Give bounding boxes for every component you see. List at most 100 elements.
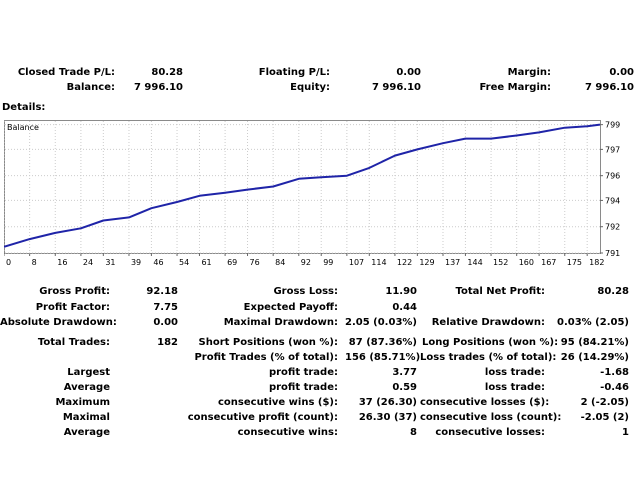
largest-label: Largest xyxy=(67,367,110,378)
chart-x-tick-label: 54 xyxy=(179,258,189,266)
chart-plot-area xyxy=(4,120,601,254)
chart-x-tick-label: 39 xyxy=(131,258,141,266)
max-consecutive-wins-value: 37 (26.30) xyxy=(358,397,417,408)
maximal-consecutive-loss-label: consecutive loss (count): xyxy=(420,412,562,423)
chart-x-tick-label: 129 xyxy=(419,258,434,266)
equity-value: 7 996.10 xyxy=(371,82,421,93)
margin-value: 0.00 xyxy=(609,67,634,78)
balance-chart-svg: 0 8 16 24 31 39 46 54 61 69 76 84 92 99 107 114 122 129 13… xyxy=(3,120,625,267)
chart-x-tick-label: 24 xyxy=(83,258,93,266)
maximal-drawdown-value: 2.05 (0.03%) xyxy=(345,317,417,328)
chart-y-tick-label: 7995 xyxy=(605,121,620,130)
balance-chart: 0 8 16 24 31 39 46 54 61 69 76 84 92 99 107 114 122 129 13… xyxy=(3,120,625,267)
chart-x-tick-label: 0 xyxy=(6,258,11,266)
balance-label: Balance: xyxy=(66,82,115,93)
average-profit-value: 0.59 xyxy=(392,382,417,393)
avg-consecutive-losses-value: 1 xyxy=(622,427,629,438)
absolute-drawdown-value: 0.00 xyxy=(153,317,178,328)
expected-payoff-value: 0.44 xyxy=(392,302,417,313)
profit-factor-label: Profit Factor: xyxy=(35,302,110,313)
maximal-consecutive-loss-value: -2.05 (2) xyxy=(580,412,629,423)
chart-x-tick-label: 114 xyxy=(371,258,386,266)
chart-x-tick-label: 182 xyxy=(589,258,604,266)
loss-trades-label: Loss trades (% of total): xyxy=(420,352,557,363)
chart-y-tick-label: 7946 xyxy=(605,196,620,205)
chart-x-tick-label: 175 xyxy=(567,258,582,266)
equity-label: Equity: xyxy=(290,82,330,93)
long-positions-label: Long Positions (won %): xyxy=(422,337,559,348)
total-trades-label: Total Trades: xyxy=(37,337,110,348)
floating-pl-label: Floating P/L: xyxy=(258,67,330,78)
avg-consecutive-wins-value: 8 xyxy=(410,427,417,438)
loss-trades-value: 26 (14.29%) xyxy=(560,352,629,363)
gross-loss-value: 11.90 xyxy=(385,286,417,297)
gross-profit-value: 92.18 xyxy=(146,286,178,297)
average-profit-label: profit trade: xyxy=(268,382,338,393)
chart-x-tick-label: 61 xyxy=(201,258,211,266)
closed-trade-label: Closed Trade P/L: xyxy=(17,67,115,78)
maximal-consecutive-profit-value: 26.30 (37) xyxy=(358,412,417,423)
long-positions-value: 95 (84.21%) xyxy=(560,337,629,348)
chart-y-tick-label: 7929 xyxy=(605,223,620,232)
chart-x-tick-label: 84 xyxy=(275,258,285,266)
chart-x-tick-label: 46 xyxy=(153,258,163,266)
profit-factor-value: 7.75 xyxy=(153,302,178,313)
profit-trades-value: 156 (85.71%) xyxy=(345,352,421,363)
chart-x-tick-label: 16 xyxy=(57,258,67,266)
maximal-label: Maximal xyxy=(62,412,110,423)
chart-y-tick-label: 7912 xyxy=(605,249,620,258)
maximum-label: Maximum xyxy=(55,397,110,408)
largest-loss-value: -1.68 xyxy=(600,367,629,378)
margin-label: Margin: xyxy=(507,67,551,78)
chart-x-tick-label: 122 xyxy=(397,258,412,266)
expected-payoff-label: Expected Payoff: xyxy=(243,302,338,313)
profit-trades-label: Profit Trades (% of total): xyxy=(194,352,338,363)
chart-x-tick-label: 31 xyxy=(105,258,115,266)
chart-x-tick-label: 69 xyxy=(227,258,237,266)
relative-drawdown-label: Relative Drawdown: xyxy=(431,317,545,328)
average-loss-label: loss trade: xyxy=(484,382,545,393)
chart-y-tick-label: 7962 xyxy=(605,172,620,181)
balance-value: 7 996.10 xyxy=(133,82,183,93)
chart-x-tick-label: 152 xyxy=(493,258,508,266)
max-consecutive-losses-value: 2 (-2.05) xyxy=(580,397,629,408)
chart-x-tick-label: 99 xyxy=(323,258,333,266)
max-consecutive-losses-label: consecutive losses ($): xyxy=(420,397,550,408)
total-trades-value: 182 xyxy=(157,337,178,348)
chart-x-tick-label: 144 xyxy=(467,258,482,266)
free-margin-label: Free Margin: xyxy=(479,82,551,93)
maximal-drawdown-label: Maximal Drawdown: xyxy=(223,317,338,328)
chart-x-tick-label: 92 xyxy=(301,258,311,266)
chart-x-tick-label: 137 xyxy=(445,258,460,266)
chart-x-tick-label: 107 xyxy=(349,258,364,266)
short-positions-label: Short Positions (won %): xyxy=(198,337,338,348)
largest-profit-label: profit trade: xyxy=(268,367,338,378)
max-consecutive-wins-label: consecutive wins ($): xyxy=(217,397,338,408)
largest-loss-label: loss trade: xyxy=(484,367,545,378)
free-margin-value: 7 996.10 xyxy=(584,82,634,93)
chart-x-tick-label: 76 xyxy=(250,258,260,266)
total-net-profit-label: Total Net Profit: xyxy=(455,286,545,297)
average-label: Average xyxy=(63,382,110,393)
chart-x-tick-label: 160 xyxy=(519,258,534,266)
absolute-drawdown-label: Absolute Drawdown: xyxy=(0,317,117,328)
total-net-profit-value: 80.28 xyxy=(597,286,629,297)
relative-drawdown-value: 0.03% (2.05) xyxy=(557,317,629,328)
average-consecutive-label: Average xyxy=(63,427,110,438)
maximal-consecutive-profit-label: consecutive profit (count): xyxy=(187,412,338,423)
chart-x-tick-label: 167 xyxy=(541,258,556,266)
average-loss-value: -0.46 xyxy=(600,382,629,393)
details-label: Details: xyxy=(2,102,46,113)
gross-loss-label: Gross Loss: xyxy=(273,286,338,297)
balance-series-line xyxy=(3,123,601,248)
short-positions-value: 87 (87.36%) xyxy=(348,337,417,348)
chart-y-tick-label: 7979 xyxy=(605,145,620,154)
floating-pl-value: 0.00 xyxy=(396,67,421,78)
avg-consecutive-wins-label: consecutive wins: xyxy=(237,427,338,438)
avg-consecutive-losses-label: consecutive losses: xyxy=(435,427,545,438)
chart-title: Balance xyxy=(7,123,39,132)
closed-trade-value: 80.28 xyxy=(151,67,183,78)
gross-profit-label: Gross Profit: xyxy=(39,286,110,297)
largest-profit-value: 3.77 xyxy=(392,367,417,378)
chart-x-tick-label: 8 xyxy=(32,258,37,266)
